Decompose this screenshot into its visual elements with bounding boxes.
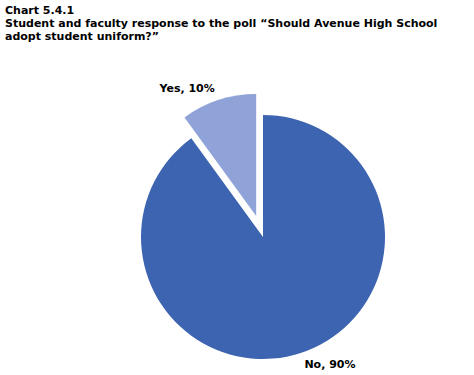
svg-text:Yes, 10%: Yes, 10% — [158, 82, 214, 95]
html-text:Student and faculty response t: Student and faculty response to the poll… — [5, 17, 438, 43]
html-text:Chart 5.4.1: Chart 5.4.1 — [5, 4, 75, 17]
svg-text:No, 90%: No, 90% — [304, 358, 355, 371]
